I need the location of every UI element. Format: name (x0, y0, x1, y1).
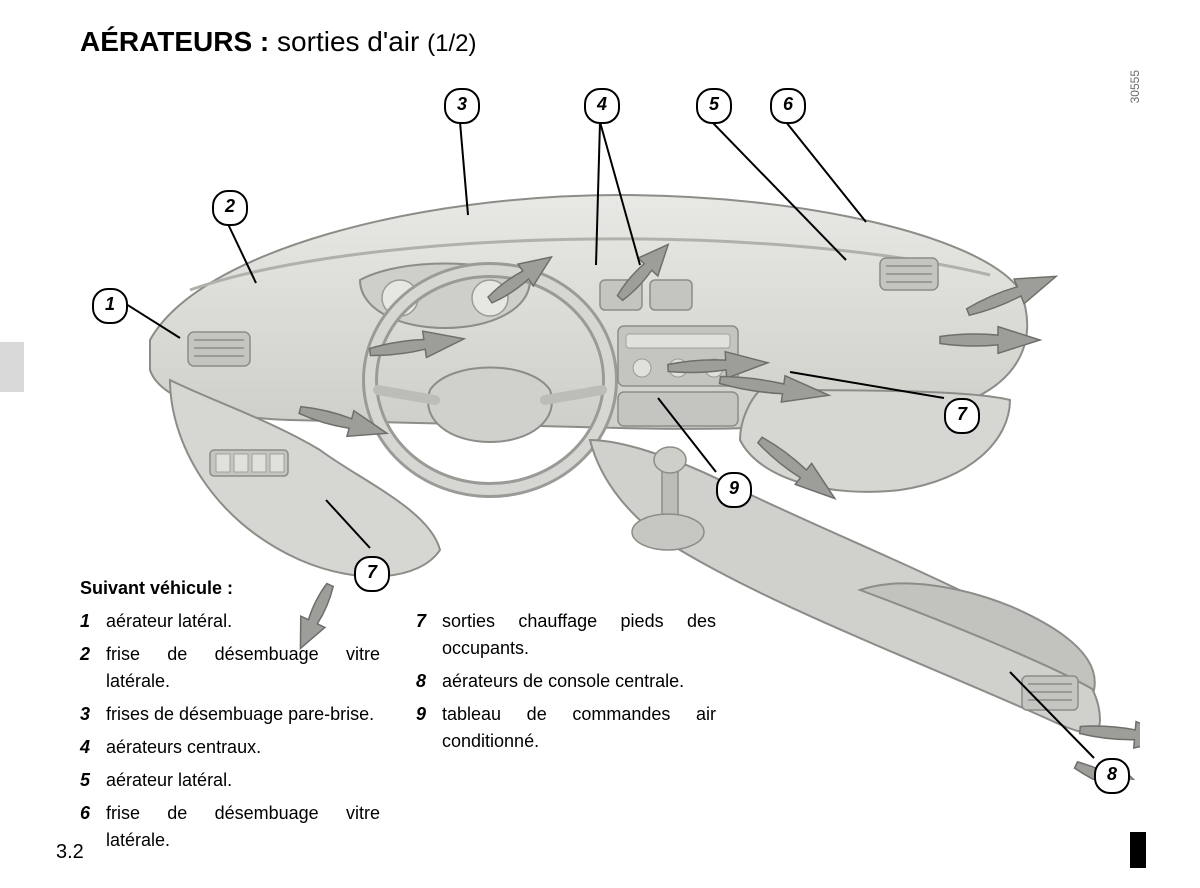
legend-text: sorties chauffage pieds des occupants. (442, 608, 716, 662)
legend-number: 9 (416, 701, 432, 755)
legend-text: frises de désembuage pare-brise. (106, 701, 380, 728)
legend-item: 1 aérateur latéral. (80, 608, 380, 635)
title-part: (1/2) (427, 30, 476, 57)
legend-number: 5 (80, 767, 96, 794)
legend-number: 3 (80, 701, 96, 728)
legend-item: 3 frises de désembuage pare-brise. (80, 701, 380, 728)
legend-number: 1 (80, 608, 96, 635)
page-title: AÉRATEURS : sorties d'air (1/2) (80, 26, 476, 58)
callout-9: 9 (716, 472, 752, 508)
side-tab (0, 342, 24, 392)
leader-line (460, 122, 468, 215)
legend-text: frise de désembuage vitre latérale. (106, 641, 380, 695)
callout-5: 5 (696, 88, 732, 124)
legend-text: frise de désembuage vitre latérale. (106, 800, 380, 854)
side-vent-left (188, 332, 250, 366)
side-vent-right (880, 258, 938, 290)
legend-item: 2frise de désembuage vitre latérale. (80, 641, 380, 695)
callout-1: 1 (92, 288, 128, 324)
callout-7: 7 (944, 398, 980, 434)
legend-number: 8 (416, 668, 432, 695)
legend-text: aérateur latéral. (106, 608, 380, 635)
legend-number: 7 (416, 608, 432, 662)
legend-item: 8 aérateurs de console centrale. (416, 668, 716, 695)
title-main: AÉRATEURS : (80, 26, 269, 57)
callout-4: 4 (584, 88, 620, 124)
title-sub: sorties d'air (277, 26, 419, 57)
legend-text: aérateurs centraux. (106, 734, 380, 761)
callout-6: 6 (770, 88, 806, 124)
legend-column-2: 7sorties chauffage pieds des occupants. 8… (416, 608, 716, 854)
legend-number: 2 (80, 641, 96, 695)
manual-page: AÉRATEURS : sorties d'air (1/2) 30555 (0, 0, 1200, 888)
legend-title: Suivant véhicule : (80, 575, 780, 602)
legend-item: 5 aérateur latéral. (80, 767, 380, 794)
legend: Suivant véhicule : 1aérateur latéral.2fr… (80, 575, 780, 854)
corner-block (1130, 832, 1146, 868)
legend-text: tableau de commandes air conditionné. (442, 701, 716, 755)
legend-text: aérateurs de console centrale. (442, 668, 716, 695)
legend-item: 6frise de désembuage vitre latérale. (80, 800, 380, 854)
switch-cluster (210, 450, 288, 476)
legend-text: aérateur latéral. (106, 767, 380, 794)
legend-item: 7sorties chauffage pieds des occupants. (416, 608, 716, 662)
legend-item: 4 aérateurs centraux. (80, 734, 380, 761)
legend-item: 9tableau de commandes air conditionné. (416, 701, 716, 755)
callout-2: 2 (212, 190, 248, 226)
page-number: 3.2 (56, 841, 84, 864)
legend-number: 4 (80, 734, 96, 761)
callout-8: 8 (1094, 758, 1130, 794)
legend-column-1: 1aérateur latéral.2frise de désembuage v… (80, 608, 380, 854)
callout-3: 3 (444, 88, 480, 124)
